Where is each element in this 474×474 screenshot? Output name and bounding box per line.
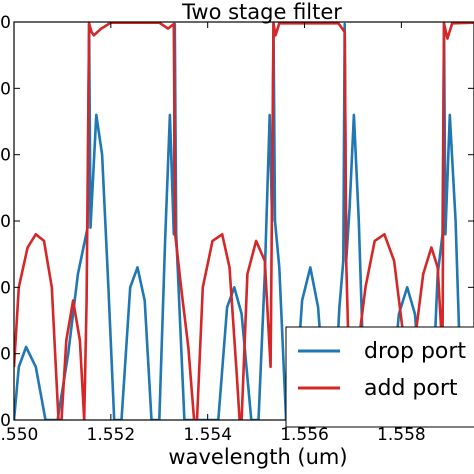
x-tick-label: 1.550 (0, 425, 38, 445)
y-tick-label: 0 (0, 411, 11, 431)
x-tick-label: 1.554 (183, 425, 232, 445)
y-tick-label: 0 (0, 278, 11, 298)
x-tick-label: 1.556 (280, 425, 329, 445)
series-line-drop-port (14, 22, 474, 420)
axis-ticks: 1.550 1.552 1.554 1.556 1.558 0 0 0 0 0 0 0 (0, 13, 474, 445)
x-axis-label: wavelength (um) (168, 445, 347, 469)
y-tick-label: 0 (0, 79, 11, 99)
y-tick-label: 0 (0, 13, 11, 33)
legend-box (285, 326, 474, 428)
legend: drop port add port (285, 326, 474, 428)
legend-label-drop-port: drop port (364, 339, 466, 364)
y-tick-label: 0 (0, 146, 11, 166)
x-tick-label: 1.558 (377, 425, 426, 445)
y-tick-label: 0 (0, 212, 11, 232)
legend-label-add-port: add port (364, 376, 458, 401)
chart-title: Two stage filter (181, 0, 342, 24)
x-tick-label: 1.552 (87, 425, 136, 445)
y-tick-label: 0 (0, 345, 11, 365)
